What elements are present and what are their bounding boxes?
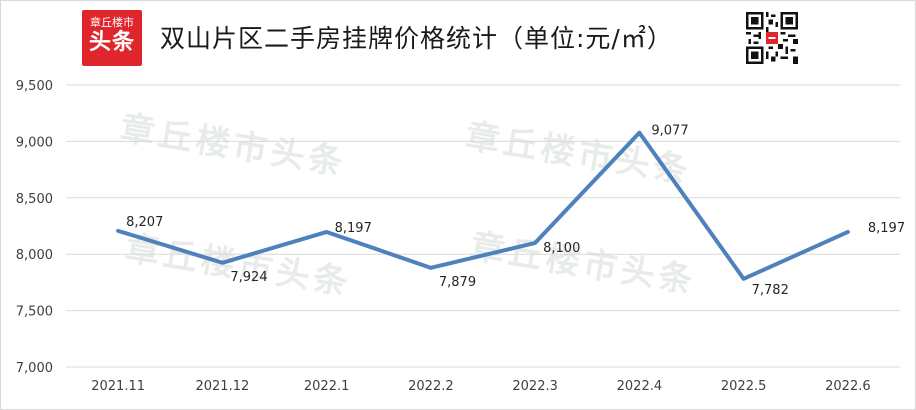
x-tick-label: 2022.3 — [512, 379, 558, 394]
y-tick-label: 7,000 — [16, 361, 53, 376]
x-tick-label: 2022.1 — [304, 379, 350, 394]
y-tick-label: 9,000 — [16, 135, 53, 150]
data-label: 8,207 — [126, 215, 163, 230]
y-tick-label: 8,000 — [16, 248, 53, 263]
data-label: 7,879 — [439, 275, 476, 290]
x-tick-label: 2021.11 — [91, 379, 145, 394]
x-tick-label: 2022.6 — [825, 379, 871, 394]
x-tick-label: 2021.12 — [195, 379, 249, 394]
data-label: 8,197 — [868, 221, 905, 236]
x-tick-label: 2022.5 — [721, 379, 767, 394]
data-label: 7,782 — [752, 283, 789, 298]
y-tick-label: 7,500 — [16, 305, 53, 320]
y-tick-labels: 7,000 7,500 8,000 8,500 9,000 9,500 — [16, 79, 53, 376]
data-label: 7,924 — [230, 270, 267, 285]
y-tick-label: 8,500 — [16, 192, 53, 207]
data-label: 8,197 — [335, 221, 372, 236]
x-tick-labels: 2021.11 2021.12 2022.1 2022.2 2022.3 2022.4 20… — [91, 379, 870, 394]
logo-top-text: 章丘楼市 — [90, 16, 134, 29]
series-line — [116, 130, 850, 281]
chart-title: 双山片区二手房挂牌价格统计（单位:元/㎡） — [160, 24, 673, 53]
x-tick-label: 2022.2 — [408, 379, 454, 394]
data-label: 9,077 — [651, 124, 688, 139]
data-labels: 8,207 7,924 8,197 7,879 8,100 9,077 7,782 8,197 — [126, 124, 905, 298]
series-layer — [116, 130, 850, 281]
grid-layer — [66, 84, 900, 368]
y-tick-label: 9,500 — [16, 79, 53, 94]
qr-code-icon — [746, 12, 798, 64]
x-tick-label: 2022.4 — [617, 379, 663, 394]
logo: 章丘楼市 头条 — [82, 10, 142, 66]
logo-bottom-text: 头条 — [88, 30, 135, 55]
data-label: 8,100 — [543, 241, 580, 256]
